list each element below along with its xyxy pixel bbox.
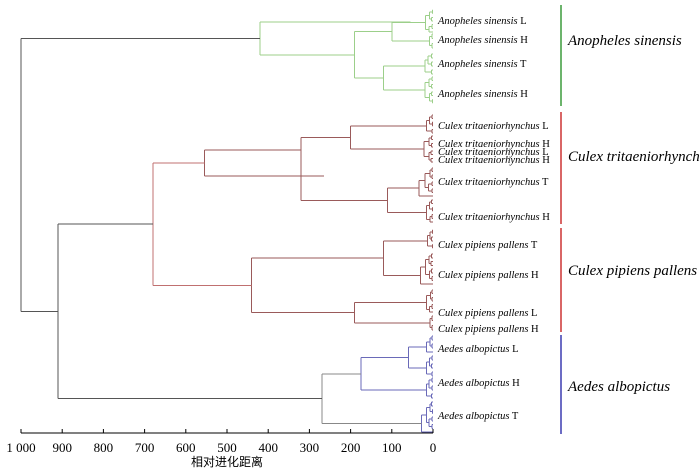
leaf-species: Culex tritaeniorhynchus: [438, 147, 540, 158]
leaf-label: Culex pipiens pallens T: [438, 240, 538, 251]
leaf-species: Culex tritaeniorhynchus: [438, 121, 540, 132]
leaf-label: Culex tritaeniorhynchus L: [438, 147, 549, 158]
leaf-label: Culex tritaeniorhynchus H: [438, 212, 550, 223]
leaf-label: Anopheles sinensis T: [437, 59, 527, 70]
x-axis-title: 相对进化距离: [191, 454, 263, 469]
leaf-species: Culex pipiens pallens: [438, 240, 528, 251]
x-axis-tick-label: 500: [217, 440, 237, 455]
leaf-tag: L: [518, 16, 527, 27]
leaf-species: Culex tritaeniorhynchus: [438, 139, 540, 150]
cluster-label: Aedes albopictus: [567, 379, 670, 395]
leaf-label: Culex pipiens pallens H: [438, 324, 539, 335]
leaf-tag: H: [540, 155, 551, 166]
leaf-species: Anopheles sinensis: [437, 89, 518, 100]
leaf-tag: H: [540, 139, 551, 150]
leaf-tag: L: [528, 308, 537, 319]
leaf-label: Culex tritaeniorhynchus T: [438, 177, 549, 188]
x-axis-tick-label: 900: [52, 440, 72, 455]
leaf-species: Culex tritaeniorhynchus: [438, 177, 540, 188]
cluster-brackets: Anopheles sinensis Culex tritaeniorhynchu…: [560, 5, 700, 434]
leaf-tag: H: [528, 270, 539, 281]
leaf-species: Anopheles sinensis: [437, 59, 518, 70]
x-axis-tick-label: 300: [300, 440, 320, 455]
x-axis-ticks: 1 000 900 800 700 600 500 400 300 200 100 0: [6, 429, 436, 455]
leaf-label: Culex pipiens pallens H: [438, 270, 539, 281]
x-axis: 1 000 900 800 700 600 500 400 300 200 100 0: [6, 429, 436, 455]
cluster-label: Anopheles sinensis: [567, 33, 682, 49]
dendrogram-links: [20, 9, 433, 433]
leaf-label: Culex tritaeniorhynchus H: [438, 139, 550, 150]
leaf-label: Culex tritaeniorhynchus L: [438, 121, 549, 132]
x-axis-tick-label: 100: [382, 440, 402, 455]
leaf-tag: H: [509, 378, 520, 389]
x-axis-tick-label: 800: [94, 440, 114, 455]
leaf-label: Culex tritaeniorhynchus H: [438, 155, 550, 166]
leaf-species: Culex pipiens pallens: [438, 270, 528, 281]
leaf-tag: T: [518, 59, 527, 70]
leaf-tag: H: [540, 212, 551, 223]
leaf-species: Aedes albopictus: [437, 344, 509, 355]
leaf-tag: H: [528, 324, 539, 335]
leaf-label: Aedes albopictus H: [437, 378, 520, 389]
leaf-label: Culex pipiens pallens L: [438, 308, 537, 319]
leaf-species: Anopheles sinensis: [437, 35, 518, 46]
leaf-species: Culex pipiens pallens: [438, 308, 528, 319]
leaf-label: Anopheles sinensis L: [437, 16, 527, 27]
leaf-label: Aedes albopictus L: [437, 344, 519, 355]
x-axis-tick-label: 400: [258, 440, 278, 455]
leaf-tag: L: [540, 121, 549, 132]
leaf-tag: T: [528, 240, 537, 251]
leaf-species: Anopheles sinensis: [437, 16, 518, 27]
leaf-species: Aedes albopictus: [437, 411, 509, 422]
cluster-label: Culex pipiens pallens: [568, 263, 697, 279]
leaf-label: Aedes albopictus T: [437, 411, 519, 422]
leaf-label: Anopheles sinensis H: [437, 35, 528, 46]
leaf-species: Aedes albopictus: [437, 378, 509, 389]
leaf-tag: T: [540, 177, 549, 188]
x-axis-tick-label: 0: [430, 440, 437, 455]
leaf-species: Culex tritaeniorhynchus: [438, 155, 540, 166]
leaf-label: Anopheles sinensis H: [437, 89, 528, 100]
x-axis-tick-label: 600: [176, 440, 196, 455]
x-axis-tick-label: 200: [341, 440, 361, 455]
leaf-species: Culex pipiens pallens: [438, 324, 528, 335]
leaf-species: Culex tritaeniorhynchus: [438, 212, 540, 223]
leaf-tag: H: [518, 89, 529, 100]
leaf-tag: L: [540, 147, 549, 158]
leaf-tag: T: [509, 411, 518, 422]
x-axis-tick-label: 700: [135, 440, 155, 455]
x-axis-tick-label: 1 000: [6, 440, 35, 455]
leaf-tag: H: [518, 35, 529, 46]
leaf-tag: L: [509, 344, 518, 355]
cluster-label: Culex tritaeniorhynchus: [568, 149, 700, 165]
